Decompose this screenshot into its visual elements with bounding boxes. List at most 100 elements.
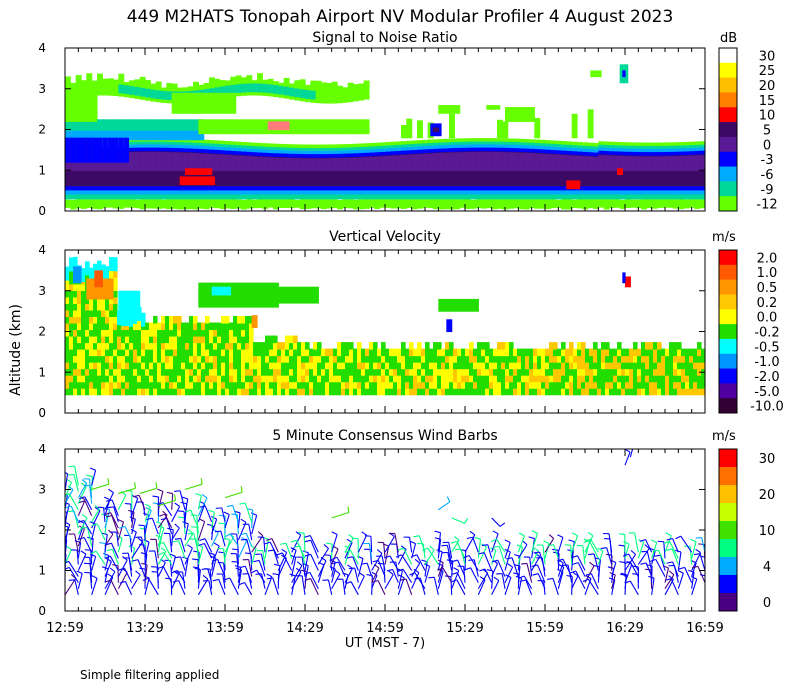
wind-barb-flag: [201, 494, 208, 499]
heatmap-cell: [85, 381, 90, 389]
wind-barb-flag: [199, 518, 205, 523]
heatmap-cell: [337, 184, 343, 191]
heatmap-cell: [377, 387, 382, 396]
heatmap-cell: [357, 381, 362, 389]
heatmap-cell: [177, 119, 183, 133]
heatmap-cell: [401, 355, 406, 363]
heatmap-cell: [342, 157, 349, 171]
wind-barb: [164, 514, 173, 529]
heatmap-cell: [369, 387, 374, 396]
heatmap-cell: [165, 322, 170, 331]
heatmap-cell: [134, 130, 141, 141]
heatmap-cell: [101, 368, 106, 376]
heatmap-cell: [465, 192, 471, 200]
heatmap-cell: [149, 329, 154, 337]
wind-barb: [184, 558, 189, 577]
heatmap-cell: [198, 144, 205, 150]
heatmap-cell: [485, 368, 490, 376]
heatmap-cell: [201, 355, 206, 363]
heatmap-cell: [358, 143, 365, 147]
wind-barb-flag: [208, 552, 215, 556]
heatmap-cell: [165, 368, 170, 376]
x-tick-label: 15:59: [526, 621, 563, 636]
heatmap-cell: [89, 355, 94, 363]
heatmap-cell: [309, 348, 314, 357]
heatmap-cell: [529, 381, 534, 389]
heatmap-cell: [166, 91, 173, 101]
heatmap-cell: [273, 374, 278, 383]
wind-barb-flag: [257, 531, 264, 537]
heatmap-cell: [625, 142, 631, 146]
heatmap-cell: [667, 147, 674, 152]
wind-barb: [218, 579, 226, 596]
heatmap-cell: [581, 368, 586, 376]
heatmap-cell: [262, 145, 269, 150]
heatmap-cell: [453, 381, 458, 389]
heatmap-cell: [357, 342, 362, 350]
heatmap-cell: [385, 387, 390, 396]
heatmap-cell: [389, 387, 394, 396]
wind-barb-flag: [451, 572, 458, 576]
wind-barb: [162, 502, 173, 517]
heatmap-cell: [253, 355, 258, 363]
heatmap-cell: [97, 322, 102, 331]
heatmap-cell: [225, 381, 230, 389]
heatmap-cell: [230, 192, 237, 200]
heatmap-cell: [198, 192, 205, 200]
heatmap-cell: [501, 381, 506, 389]
heatmap-cell: [189, 342, 194, 350]
heatmap-cell: [445, 348, 450, 357]
heatmap-cell: [171, 143, 178, 148]
heatmap-cell: [273, 152, 279, 157]
heatmap-cell: [689, 381, 694, 389]
wind-barb: [456, 541, 466, 559]
heatmap-cell: [249, 348, 254, 357]
wind-barb-flag: [266, 573, 273, 578]
heatmap-cell: [657, 374, 662, 383]
heatmap-cell: [177, 92, 183, 114]
heatmap-cell: [177, 374, 182, 383]
heatmap-cell: [437, 374, 442, 383]
colorbar-swatch: [719, 166, 737, 182]
heatmap-cell: [209, 184, 215, 191]
heatmap-cell: [413, 348, 418, 357]
heatmap-cell: [310, 147, 317, 151]
heatmap-cell: [673, 150, 679, 156]
heatmap-cell: [69, 263, 74, 272]
heatmap-cell: [662, 188, 669, 195]
heatmap-cell: [665, 387, 670, 396]
heatmap-cell: [65, 76, 71, 100]
heatmap-cell: [377, 374, 382, 383]
heatmap-cell: [297, 368, 302, 376]
heatmap-cell: [429, 368, 434, 376]
heatmap-cell: [89, 329, 94, 337]
heatmap-cell: [309, 355, 314, 363]
colorbar-label: 0.2: [757, 296, 778, 311]
heatmap-cell: [81, 289, 86, 298]
snr-heatmap: [65, 64, 705, 210]
heatmap-cell: [69, 270, 74, 278]
heatmap-cell: [465, 143, 471, 148]
heatmap-cell: [181, 348, 186, 357]
heatmap-cell: [481, 381, 486, 389]
heatmap-cell: [571, 188, 578, 195]
wind-barb: [447, 552, 453, 571]
wind-barb: [371, 575, 373, 595]
heatmap-cell: [486, 140, 493, 145]
heatmap-cell: [277, 361, 282, 370]
wind-barb: [204, 538, 213, 553]
heatmap-cell: [173, 348, 178, 357]
heatmap-cell: [187, 152, 194, 171]
heatmap-cell: [619, 184, 626, 191]
wind-barb: [183, 511, 186, 529]
heatmap-cell: [150, 198, 157, 209]
heatmap-cell: [438, 188, 445, 195]
y-tick-label: 2: [38, 325, 46, 339]
heatmap-cell: [219, 92, 226, 114]
heatmap-cell: [283, 188, 290, 195]
heatmap-cell: [545, 374, 550, 383]
heatmap-cell: [593, 145, 599, 150]
heatmap-cell: [433, 147, 439, 153]
heatmap-cell: [689, 374, 694, 383]
colorbar-label: -2.0: [754, 370, 779, 385]
